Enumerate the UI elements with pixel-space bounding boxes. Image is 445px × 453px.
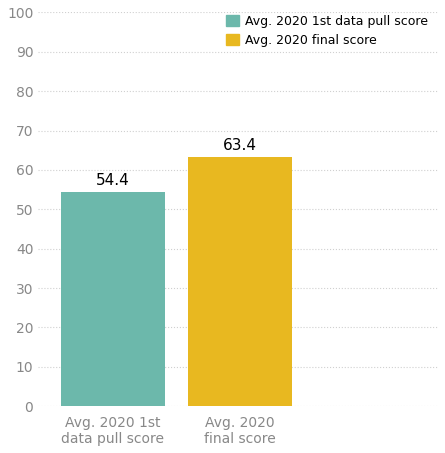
Bar [188, 157, 292, 406]
Text: 54.4: 54.4 [96, 173, 130, 188]
Legend: Avg. 2020 1st data pull score, Avg. 2020 final score: Avg. 2020 1st data pull score, Avg. 2020… [222, 11, 432, 51]
Bar [61, 192, 165, 406]
Text: 63.4: 63.4 [223, 138, 257, 153]
